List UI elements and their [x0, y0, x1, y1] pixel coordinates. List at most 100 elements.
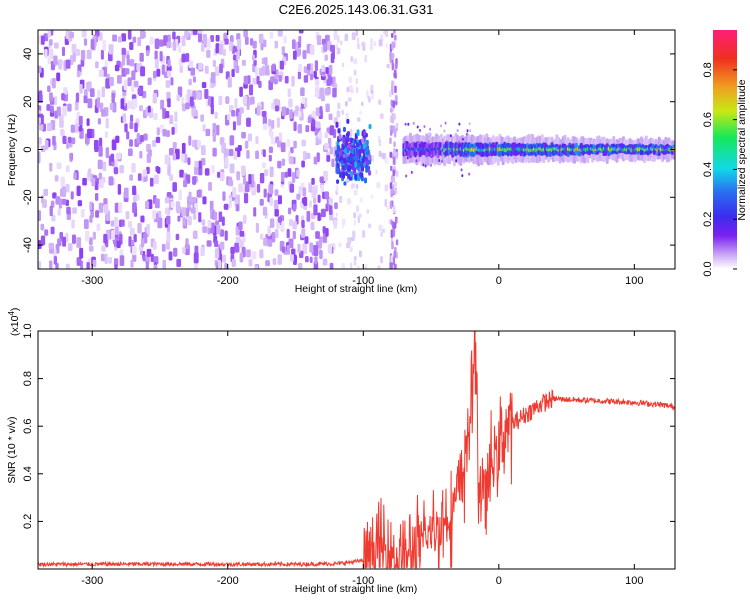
heatmap-cell [395, 239, 399, 246]
heatmap-cell [328, 198, 334, 205]
heatmap-cell [202, 124, 206, 132]
heatmap-cell [358, 161, 362, 168]
heatmap-cell [181, 35, 186, 47]
heatmap-cell [293, 255, 298, 263]
heatmap-cell [201, 219, 206, 226]
heatmap-cell [468, 172, 471, 176]
heatmap-cell [390, 255, 393, 264]
heatmap-cell [51, 77, 56, 89]
heatmap-cell [40, 145, 46, 152]
heatmap-cell [175, 201, 181, 212]
heatmap-cell [278, 132, 283, 141]
heatmap-cell [98, 179, 104, 189]
heatmap-cell [78, 115, 83, 126]
heatmap-cell [202, 196, 207, 205]
heatmap-cell [133, 98, 138, 109]
heatmap-cell [218, 95, 223, 106]
heatmap-cell [137, 222, 142, 234]
heatmap-cell [342, 153, 346, 159]
heatmap-cell [336, 47, 339, 55]
heatmap-cell [301, 219, 305, 229]
heatmap-cell [56, 162, 62, 170]
heatmap-cell [95, 61, 99, 69]
heatmap-cell [44, 229, 49, 236]
heatmap-cell [287, 207, 292, 215]
heatmap-cell [232, 186, 237, 198]
heatmap-cell [392, 228, 396, 238]
heatmap-cell [256, 105, 261, 116]
heatmap-cell [214, 66, 220, 77]
heatmap-cell [346, 118, 350, 124]
heatmap-cell [226, 113, 231, 121]
heatmap-cell [443, 129, 446, 133]
heatmap-cell [256, 75, 260, 85]
heatmap-cell [336, 184, 339, 193]
heatmap-cell [103, 204, 109, 214]
heatmap-cell [43, 33, 49, 42]
heatmap-cell [47, 85, 51, 93]
colorbar-tick-label: 0.6 [702, 112, 714, 127]
heatmap-cell [222, 191, 226, 201]
heatmap-cell [407, 122, 410, 126]
heatmap-cell [140, 31, 146, 38]
heatmap-cell [80, 208, 85, 218]
heatmap-cell [114, 64, 120, 72]
x-tick-label: -300 [81, 275, 103, 287]
heatmap-cell [458, 122, 461, 126]
heatmap-cell [434, 137, 437, 141]
heatmap-cell [274, 229, 279, 239]
heatmap-cell [85, 81, 90, 91]
heatmap-cell [96, 97, 101, 109]
heatmap-cell [83, 89, 88, 97]
heatmap-cell [167, 59, 171, 68]
heatmap-cell [301, 139, 307, 147]
heatmap-cell [48, 39, 53, 46]
heatmap-cell [112, 34, 118, 42]
heatmap-cell [393, 147, 396, 157]
heatmap-cell [161, 64, 165, 75]
heatmap-cell [124, 187, 129, 199]
heatmap-cell [66, 206, 71, 215]
heatmap-cell [329, 125, 335, 136]
heatmap-cell [423, 125, 426, 129]
heatmap-cell [38, 261, 42, 269]
heatmap-cell [252, 77, 258, 85]
heatmap-cell [139, 134, 144, 143]
heatmap-cell [286, 139, 291, 147]
heatmap-cell [122, 113, 127, 123]
heatmap-cell [289, 109, 293, 119]
heatmap-cell [149, 177, 154, 187]
heatmap-cell [188, 78, 192, 86]
heatmap-cell [324, 191, 329, 200]
heatmap-cell [212, 131, 216, 142]
heatmap-cell [106, 230, 112, 240]
heatmap-cell [300, 87, 305, 97]
heatmap-cell [320, 184, 324, 194]
heatmap-cell [206, 240, 212, 247]
heatmap-cell [355, 205, 360, 213]
heatmap-cell [229, 35, 234, 43]
heatmap-cell [395, 151, 398, 160]
heatmap-cell [97, 118, 101, 125]
heatmap-cell [118, 202, 123, 214]
heatmap-cell [121, 219, 125, 227]
heatmap-cell [39, 123, 44, 131]
heatmap-cell [206, 49, 211, 58]
heatmap-cell [136, 132, 140, 144]
y-tick-label: -40 [22, 237, 34, 253]
heatmap-cell [209, 200, 214, 212]
heatmap-cell [166, 231, 171, 243]
heatmap-cell [262, 116, 268, 125]
heatmap-cell [247, 133, 253, 142]
heatmap-cell [381, 152, 385, 159]
heatmap-cell [110, 153, 115, 162]
heatmap-cell [268, 184, 274, 195]
heatmap-cell [355, 86, 359, 94]
heatmap-cell [261, 110, 267, 118]
heatmap-cell [117, 184, 122, 195]
heatmap-cell [171, 126, 175, 135]
heatmap-cell [46, 104, 51, 111]
heatmap-cell [176, 94, 180, 102]
heatmap-cell [211, 165, 215, 174]
heatmap-cell [98, 172, 103, 182]
